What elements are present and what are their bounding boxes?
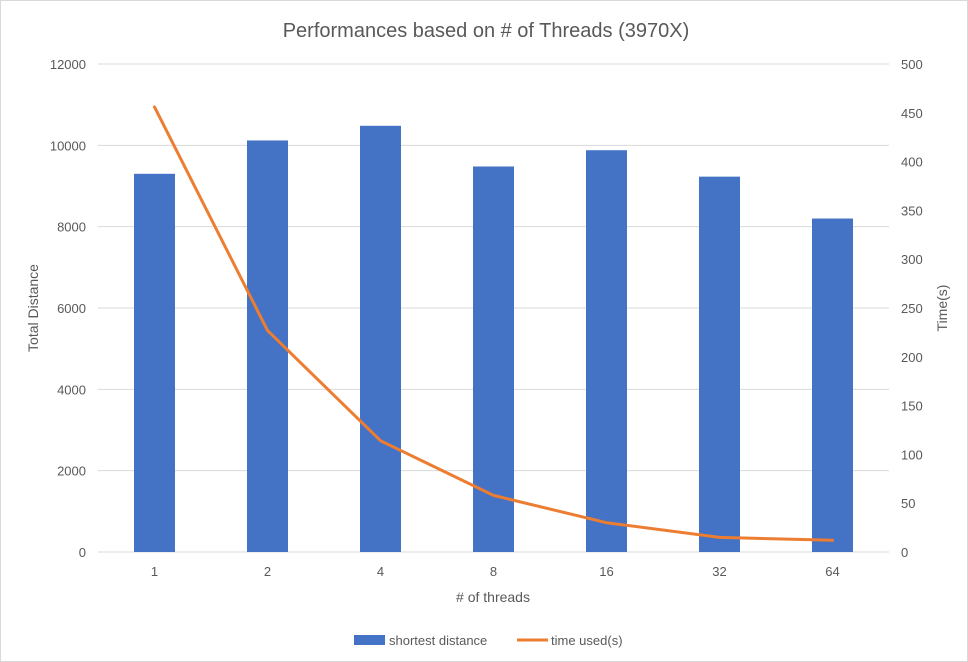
y-tick-label: 10000 <box>50 138 86 153</box>
x-axis-ticks: 1 2 4 8 16 32 64 <box>151 564 840 579</box>
bar <box>699 176 740 552</box>
left-axis-ticks: 0 2000 4000 6000 8000 10000 12000 <box>50 57 86 560</box>
bar <box>586 150 627 553</box>
y2-tick-label: 400 <box>901 155 923 170</box>
legend-label-bars: shortest distance <box>389 633 487 648</box>
y-axis-title: Total Distance <box>25 264 41 352</box>
bar-series <box>134 125 853 553</box>
y2-tick-label: 300 <box>901 252 923 267</box>
y2-axis-title: Time(s) <box>934 285 950 332</box>
y2-tick-label: 350 <box>901 203 923 218</box>
y-tick-label: 2000 <box>57 464 86 479</box>
chart-title: Performances based on # of Threads (3970… <box>283 20 690 42</box>
bar <box>360 125 401 553</box>
x-tick-label: 4 <box>377 564 384 579</box>
y2-tick-label: 50 <box>901 496 915 511</box>
y-tick-label: 6000 <box>57 301 86 316</box>
y2-tick-label: 450 <box>901 106 923 121</box>
line-series <box>153 105 834 542</box>
series-line <box>153 105 834 542</box>
bar <box>134 173 175 553</box>
y2-tick-label: 150 <box>901 399 923 414</box>
y2-tick-label: 0 <box>901 545 908 560</box>
x-tick-label: 32 <box>712 564 726 579</box>
y2-tick-label: 100 <box>901 447 923 462</box>
x-tick-label: 8 <box>490 564 497 579</box>
legend: shortest distance time used(s) <box>354 633 623 648</box>
y-tick-label: 12000 <box>50 57 86 72</box>
legend-label-line: time used(s) <box>551 633 623 648</box>
x-axis-title: # of threads <box>456 589 530 605</box>
y-tick-label: 8000 <box>57 220 86 235</box>
x-tick-label: 16 <box>599 564 613 579</box>
right-axis-ticks: 0 50 100 150 200 250 300 350 400 450 500 <box>901 57 923 560</box>
legend-item-bars[interactable]: shortest distance <box>354 633 487 648</box>
y2-tick-label: 500 <box>901 57 923 72</box>
y2-tick-label: 200 <box>901 350 923 365</box>
legend-item-line[interactable]: time used(s) <box>517 633 623 648</box>
bar <box>247 140 288 552</box>
y-tick-label: 0 <box>79 545 86 560</box>
x-tick-label: 1 <box>151 564 158 579</box>
legend-swatch-bar <box>354 635 385 645</box>
x-tick-label: 64 <box>825 564 839 579</box>
y-tick-label: 4000 <box>57 382 86 397</box>
y2-tick-label: 250 <box>901 301 923 316</box>
bar <box>812 218 853 553</box>
x-tick-label: 2 <box>264 564 271 579</box>
